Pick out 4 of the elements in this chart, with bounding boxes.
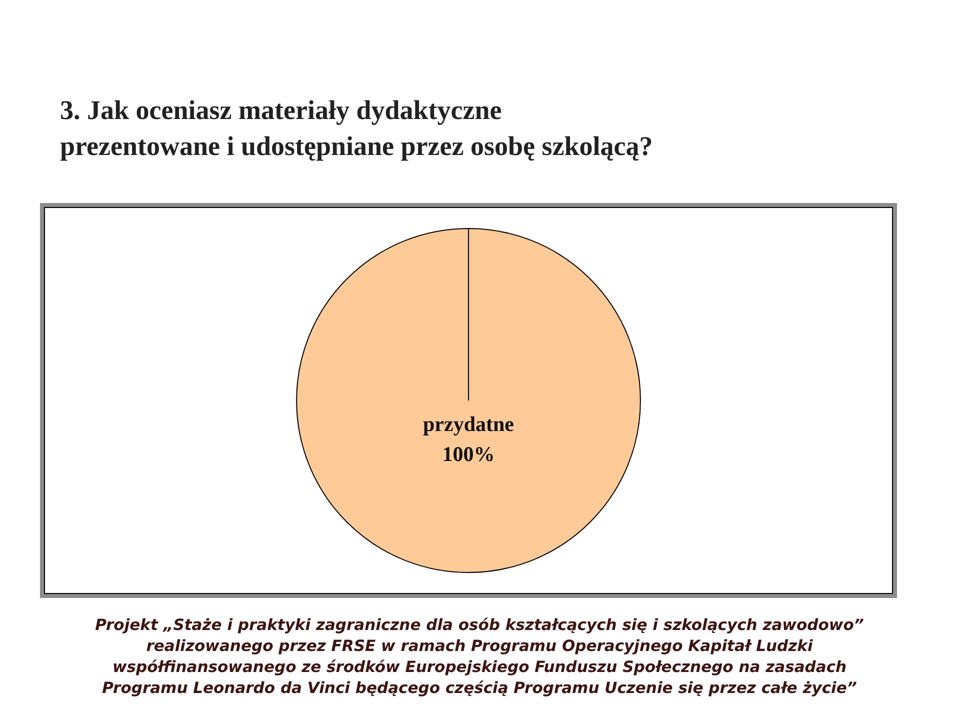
data-label: 100% xyxy=(442,442,495,466)
slice-label: przydatne xyxy=(423,412,514,436)
chart-title: 3. Jak oceniasz materiały dydaktyczne prezentowane i udostępniane przez osobę szkolącą? xyxy=(60,94,653,163)
text: Projekt „Staże i praktyki zagraniczne dla osób kształcących się i szkolących zawodowo” realizowanego przez FRSE w ramach Programu Operacyjnego Kapitał Ludzki współfinansowanego ze środków Europejskiego Funduszu Społecznego na zasadach Programu Leonardo da Vinci będącego częścią Programu Uczenie się przez całe życie” xyxy=(94,615,865,699)
